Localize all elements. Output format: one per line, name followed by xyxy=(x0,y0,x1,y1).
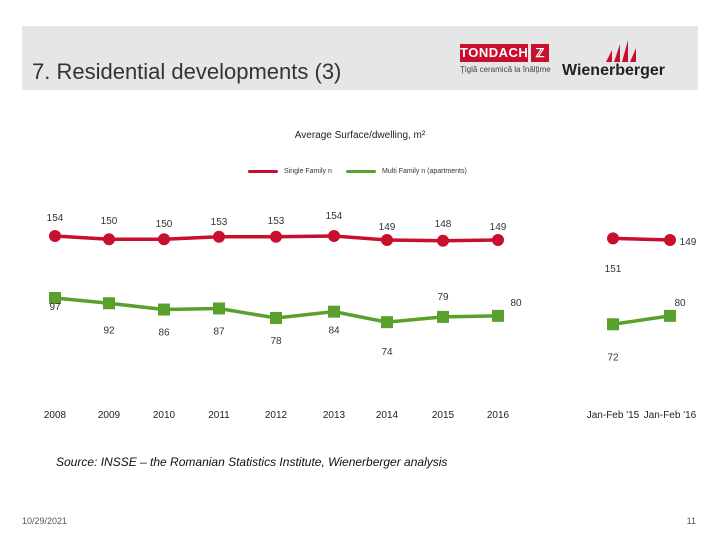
point-multi-family-10 xyxy=(664,309,676,322)
point-single-family-6 xyxy=(381,234,393,246)
wienerberger-logo: Wienerberger xyxy=(562,40,692,80)
data-label: 153 xyxy=(211,217,228,228)
point-single-family-2 xyxy=(158,233,170,246)
point-single-family-1 xyxy=(103,233,115,246)
point-multi-family-9 xyxy=(607,318,619,331)
series-line-0-1 xyxy=(612,236,671,242)
extra-data-label: 151 xyxy=(605,264,622,275)
x-tick-label: 2009 xyxy=(98,410,121,421)
x-tick-label: 2015 xyxy=(432,410,455,421)
point-single-family-10 xyxy=(664,234,676,246)
data-label: 97 xyxy=(49,302,61,313)
wienerberger-logo-name: Wienerberger xyxy=(562,62,665,79)
data-label: 153 xyxy=(268,216,285,227)
data-label: 87 xyxy=(213,327,225,338)
data-label: 84 xyxy=(328,326,340,337)
x-tick-label: 2008 xyxy=(44,410,67,421)
legend-item-multi-family: Multi Family n (apartments) xyxy=(346,168,467,175)
point-multi-family-8 xyxy=(492,309,504,322)
point-multi-family-0 xyxy=(49,292,61,304)
x-tick-label: 2016 xyxy=(487,410,510,421)
x-tick-label: Jan-Feb '16 xyxy=(644,410,697,421)
data-label: 148 xyxy=(435,219,452,230)
wienerberger-logo-icon xyxy=(606,40,636,62)
point-multi-family-1 xyxy=(103,297,115,310)
tondach-logo-mark: ℤ xyxy=(531,44,549,62)
footer-date: 10/29/2021 xyxy=(22,516,68,526)
data-label: 79 xyxy=(437,292,449,303)
page-number: 11 xyxy=(686,516,696,526)
data-label: 72 xyxy=(607,352,619,363)
point-multi-family-2 xyxy=(158,303,170,316)
data-label: 149 xyxy=(680,237,697,248)
header-bar: 7. Residential developments (3) TONDACH … xyxy=(22,26,698,90)
source-note: Source: INSSE – the Romanian Statistics … xyxy=(56,455,448,469)
data-label: 150 xyxy=(156,219,173,230)
legend-label-multi-family: Multi Family n (apartments) xyxy=(382,168,467,175)
data-label: 80 xyxy=(674,298,686,309)
data-label: 74 xyxy=(381,347,393,358)
page-title: 7. Residential developments (3) xyxy=(32,59,342,84)
x-tick-label: 2013 xyxy=(323,410,346,421)
tondach-logo-tagline: Ţiglă ceramică la înălţime xyxy=(460,65,551,74)
tondach-logo-name: TONDACH xyxy=(460,44,529,62)
point-multi-family-5 xyxy=(328,305,340,318)
point-multi-family-6 xyxy=(381,316,393,329)
point-multi-family-7 xyxy=(437,310,449,323)
data-label: 149 xyxy=(379,222,396,233)
series-line-1-1 xyxy=(612,314,671,326)
x-tick-label: 2010 xyxy=(153,410,176,421)
point-multi-family-4 xyxy=(270,311,282,324)
data-label: 86 xyxy=(158,328,170,339)
data-label: 80 xyxy=(510,298,522,309)
chart-title: Average Surface/dwelling, m² xyxy=(294,130,426,141)
data-label: 92 xyxy=(103,325,115,336)
point-single-family-4 xyxy=(270,230,282,243)
point-single-family-9 xyxy=(607,232,619,245)
point-single-family-0 xyxy=(49,230,61,242)
x-tick-label: Jan-Feb '15 xyxy=(587,410,640,421)
x-tick-label: 2011 xyxy=(208,410,230,421)
data-label: 150 xyxy=(101,216,118,227)
legend-label-single-family: Single Family n xyxy=(284,168,332,175)
legend-swatch-red xyxy=(248,169,278,173)
point-single-family-3 xyxy=(213,230,225,243)
legend-item-single-family: Single Family n xyxy=(248,168,332,175)
data-label: 154 xyxy=(326,211,343,222)
data-label: 149 xyxy=(490,222,507,233)
x-tick-label: 2014 xyxy=(376,410,399,421)
data-label: 154 xyxy=(47,213,64,224)
data-label: 78 xyxy=(270,336,282,347)
point-single-family-7 xyxy=(437,234,449,247)
point-single-family-8 xyxy=(492,234,504,246)
point-multi-family-3 xyxy=(213,302,225,315)
point-single-family-5 xyxy=(328,230,340,242)
x-tick-label: 2012 xyxy=(265,410,288,421)
legend-swatch-green xyxy=(346,169,376,173)
